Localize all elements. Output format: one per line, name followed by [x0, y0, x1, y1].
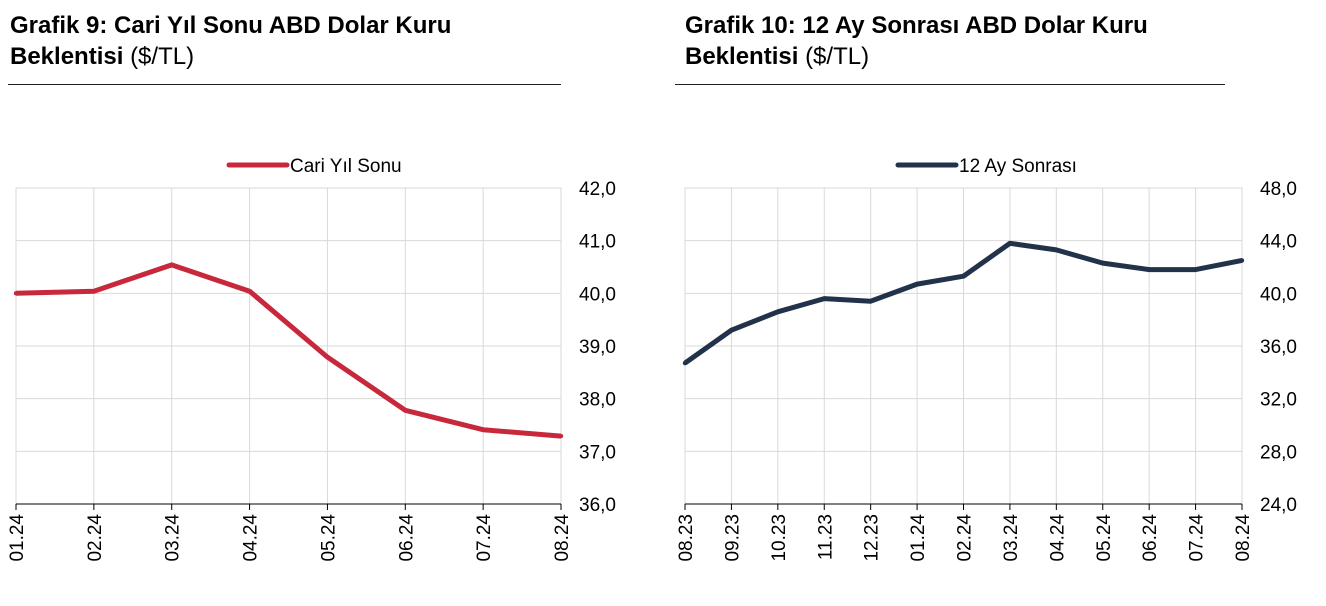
data-point	[1054, 247, 1059, 253]
title-divider	[675, 84, 1225, 85]
x-tick-label: 08.23	[676, 514, 697, 562]
title-divider	[8, 84, 561, 85]
data-point	[1007, 241, 1013, 246]
y-tick-label: 42,0	[579, 179, 616, 200]
y-tick-label: 38,0	[579, 390, 616, 411]
x-tick-label: 06.24	[1140, 514, 1161, 562]
data-point	[729, 328, 734, 333]
y-tick-label: 40,0	[1260, 284, 1297, 305]
x-tick-label: 02.24	[85, 514, 106, 562]
x-tick-label: 01.24	[7, 514, 28, 562]
data-point	[1239, 258, 1245, 263]
legend-label: Cari Yıl Sonu	[290, 156, 402, 177]
y-tick-label: 44,0	[1260, 232, 1297, 253]
data-point	[961, 274, 966, 279]
data-point	[1100, 260, 1105, 266]
y-tick-label: 36,0	[579, 495, 616, 516]
data-point	[682, 360, 688, 366]
y-tick-label: 37,0	[579, 442, 616, 463]
x-tick-label: 08.24	[552, 514, 573, 562]
x-tick-label: 10.23	[769, 514, 790, 562]
data-point	[247, 289, 252, 294]
y-tick-label: 41,0	[579, 232, 616, 253]
x-tick-label: 11.23	[815, 514, 836, 560]
data-point	[1146, 267, 1152, 272]
legend-label: 12 Ay Sonrası	[959, 156, 1077, 177]
data-point	[868, 299, 873, 304]
chart-panel-12-ay-sonrasi: Grafik 10: 12 Ay Sonrası ABD Dolar Kuru …	[670, 0, 1326, 606]
chart-title: Grafik 9: Cari Yıl Sonu ABD Dolar Kuru B…	[10, 10, 451, 72]
chart-title-line2: Beklentisi	[10, 43, 124, 70]
x-tick-label: 04.24	[241, 514, 262, 562]
chart-svg-12-ay-sonrasi: 24,0 28,0 32,0 36,0 40,0 44,0 48,0 08.23 09.23 10…	[676, 156, 1297, 562]
data-point	[558, 433, 564, 439]
data-point	[822, 296, 827, 301]
x-tick-label: 02.24	[955, 514, 976, 562]
y-tick-label: 28,0	[1260, 442, 1297, 463]
x-tick-label: 05.24	[318, 514, 339, 562]
chart-panel-cari-yil-sonu: Grafik 9: Cari Yıl Sonu ABD Dolar Kuru B…	[0, 0, 616, 606]
x-tick-label: 03.24	[1001, 514, 1022, 562]
x-tick-label: 07.24	[1187, 514, 1208, 562]
data-point	[480, 427, 486, 432]
y-tick-label: 32,0	[1260, 390, 1297, 411]
data-point	[325, 354, 330, 360]
x-tick-label: 08.24	[1233, 514, 1254, 562]
data-point	[13, 291, 19, 296]
y-tick-label: 48,0	[1260, 179, 1297, 200]
data-point	[169, 262, 174, 268]
data-point	[775, 309, 781, 314]
y-tick-label: 40,0	[579, 284, 616, 305]
chart-title-line2: Beklentisi	[685, 43, 799, 70]
x-tick-label: 04.24	[1047, 514, 1068, 562]
y-tick-label: 36,0	[1260, 337, 1297, 358]
x-tick-label: 06.24	[396, 514, 417, 562]
data-point	[403, 408, 408, 413]
chart-title: Grafik 10: 12 Ay Sonrası ABD Dolar Kuru …	[685, 10, 1148, 72]
data-point	[1193, 267, 1198, 272]
chart-svg-cari-yil-sonu: 36,0 37,0 38,0 39,0 40,0 41,0 42,0 01.24 02.24 03…	[7, 156, 616, 562]
y-tick-label: 39,0	[579, 337, 616, 358]
x-tick-label: 09.23	[722, 514, 743, 562]
y-tick-label: 24,0	[1260, 495, 1297, 516]
chart-title-line1: Grafik 9: Cari Yıl Sonu ABD Dolar Kuru	[10, 12, 452, 39]
chart-title-unit: ($/TL)	[130, 43, 195, 70]
chart-title-unit: ($/TL)	[805, 43, 870, 70]
chart-title-line1: Grafik 10: 12 Ay Sonrası ABD Dolar Kuru	[685, 12, 1148, 39]
x-tick-label: 07.24	[474, 514, 495, 562]
data-point	[91, 289, 97, 294]
x-tick-label: 05.24	[1094, 514, 1115, 562]
data-point	[914, 281, 920, 287]
x-tick-label: 12.23	[862, 514, 883, 562]
series-line	[15, 262, 562, 439]
x-tick-label: 03.24	[163, 514, 184, 562]
x-tick-label: 01.24	[908, 514, 929, 562]
